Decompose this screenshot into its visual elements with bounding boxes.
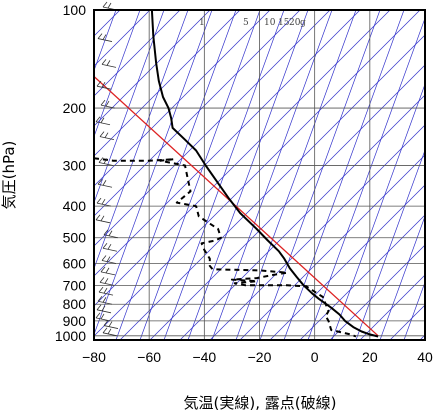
x-tick-label: 0 [311, 349, 319, 365]
dry-adiabat-line [94, 10, 361, 277]
dry-adiabat-line [94, 10, 301, 217]
wind-barb [101, 59, 117, 68]
wind-barb [96, 80, 112, 90]
x-tick-label: −60 [137, 349, 161, 365]
isotherm-line [94, 10, 141, 138]
wind-barb [101, 255, 117, 264]
wind-barb [97, 295, 113, 305]
mixing-ratio-label: 1 [199, 18, 205, 28]
dry-adiabat-line [94, 10, 271, 187]
x-axis-ticks: −80 −60 −40 −20 0 20 40 [82, 349, 433, 365]
wind-barb [100, 266, 116, 276]
plot-frame [93, 9, 426, 341]
dry-adiabat-line [94, 10, 331, 247]
isotherm-line [428, 10, 435, 340]
wind-barb [100, 99, 116, 109]
wind-barb [99, 131, 115, 141]
y-tick-label: 1000 [55, 328, 86, 344]
dewpoint-line [94, 157, 357, 338]
wind-barb [103, 229, 119, 239]
x-tick-label: −80 [82, 349, 106, 365]
isotherm-line [94, 10, 117, 72]
temperature-line [150, 10, 379, 338]
y-tick-label: 300 [63, 157, 87, 173]
wind-barb [96, 304, 112, 314]
y-tick-label: 900 [63, 313, 87, 329]
wind-barb [97, 179, 113, 188]
y-tick-label: 400 [63, 198, 87, 214]
isotherm-line [94, 10, 165, 204]
wind-barb [102, 327, 118, 337]
y-tick-label: 700 [63, 277, 87, 293]
mixing-ratio-label: 15 [278, 18, 290, 28]
mixing-ratio-label: 5 [243, 18, 249, 28]
wind-barbs [95, 1, 119, 337]
y-axis-title: 気圧(hPa) [0, 141, 18, 210]
x-axis-title: 気温(実線), 露点(破線) [184, 394, 337, 412]
wind-barb [95, 116, 111, 126]
mixing-ratio-label: g [300, 18, 306, 28]
mixing-ratio-labels: 1 5 10 15 20 g [199, 18, 306, 28]
y-tick-label: 600 [63, 256, 87, 272]
mixing-ratio-label: 10 [264, 18, 276, 28]
dry-adiabat-line [94, 10, 181, 97]
mixing-ratio-label: 20 [289, 18, 301, 28]
x-tick-label: −20 [248, 349, 272, 365]
wind-barb [96, 197, 112, 207]
wind-barb [103, 320, 119, 329]
y-tick-label: 100 [63, 2, 87, 18]
wind-barb [98, 157, 114, 166]
y-tick-label: 500 [63, 230, 87, 246]
dry-adiabat-line [94, 10, 241, 157]
wind-barb [102, 1, 118, 11]
y-tick-label: 200 [63, 100, 87, 116]
wind-barb [102, 242, 118, 252]
x-tick-label: −40 [192, 349, 216, 365]
wind-barb [95, 214, 111, 224]
wind-barb [98, 286, 114, 296]
x-tick-label: 20 [362, 349, 378, 365]
wind-barb [97, 33, 113, 42]
sounding-series [94, 10, 379, 338]
dry-adiabat-line [94, 10, 211, 127]
wind-barb [99, 277, 115, 286]
y-tick-label: 800 [63, 296, 87, 312]
x-tick-label: 40 [417, 349, 433, 365]
isotherm-line [94, 10, 189, 270]
